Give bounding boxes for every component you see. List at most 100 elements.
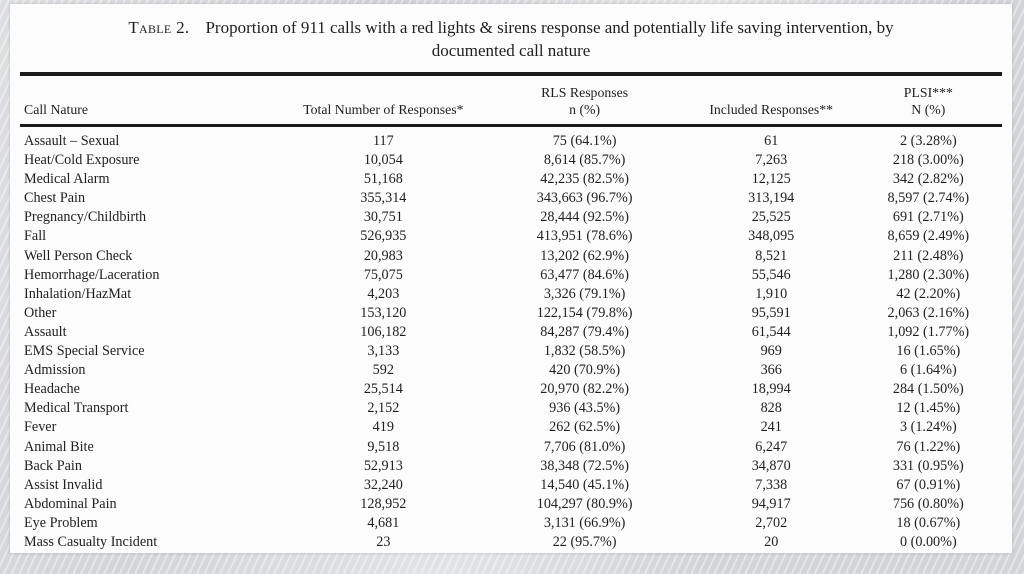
- cell-rls-responses: 63,477 (84.6%): [540, 266, 629, 283]
- cell-rls-responses: 3,131 (66.9%): [543, 514, 626, 531]
- cell-call-nature: Back Pain: [24, 457, 82, 474]
- cell-total-responses: 4,203: [367, 285, 400, 302]
- cell-call-nature: Admission: [24, 362, 86, 379]
- column-header-plsi: PLSI*** N (%): [854, 76, 1002, 127]
- cell-included-responses: 94,917: [751, 495, 791, 512]
- table-number-label: Table 2.: [128, 18, 190, 37]
- cell-rls-responses: 936 (43.5%): [549, 400, 621, 417]
- cell-call-nature: Headache: [24, 381, 80, 398]
- cell-rls-responses: 7,706 (81.0%): [543, 438, 626, 455]
- table-row: Inhalation/HazMat 4,203 3,326 (79.1%) 1,910…: [20, 285, 1002, 304]
- table-row: Fever 419 262 (62.5%) 241 3 (1.24%): [20, 418, 1002, 437]
- table-title-line2: documented call nature: [431, 41, 591, 60]
- cell-call-nature: Chest Pain: [24, 190, 86, 207]
- cell-total-responses: 32,240: [363, 476, 403, 493]
- cell-included-responses: 313,194: [748, 190, 795, 207]
- cell-rls-responses: 8,614 (85.7%): [543, 152, 626, 169]
- cell-plsi: 211 (2.48%): [893, 247, 964, 264]
- cell-call-nature: Medical Transport: [24, 400, 129, 417]
- cell-rls-responses: 343,663 (96.7%): [536, 190, 633, 207]
- cell-total-responses: 526,935: [360, 228, 407, 245]
- cell-rls-responses: 14,540 (45.1%): [540, 476, 629, 493]
- cell-rls-responses: 3,326 (79.1%): [543, 285, 626, 302]
- cell-plsi: 1,092 (1.77%): [887, 323, 970, 340]
- cell-call-nature: Well Person Check: [24, 247, 133, 264]
- table-row: Mass Casualty Incident 23 22 (95.7%) 20 0 (0…: [20, 533, 1002, 552]
- cell-included-responses: 95,591: [751, 304, 791, 321]
- cell-plsi: 756 (0.80%): [892, 495, 964, 512]
- cell-rls-responses: 22 (95.7%): [552, 533, 617, 550]
- table-row: Eye Problem 4,681 3,131 (66.9%) 2,702 18 (0.…: [20, 514, 1002, 533]
- column-header-included-responses: Included Responses**: [687, 76, 855, 127]
- cell-rls-responses: 420 (70.9%): [549, 362, 621, 379]
- cell-total-responses: 2,152: [367, 400, 400, 417]
- cell-total-responses: 355,314: [360, 190, 407, 207]
- cell-included-responses: 61,544: [751, 323, 791, 340]
- table-row: Assist Invalid 32,240 14,540 (45.1%) 7,338 6…: [20, 476, 1002, 495]
- table-row: Medical Transport 2,152 936 (43.5%) 828 12 (…: [20, 399, 1002, 418]
- table-title: Table 2. Proportion of 911 calls with a r…: [10, 16, 1012, 62]
- column-header-call-nature: Call Nature: [20, 76, 286, 127]
- column-header-total-responses: Total Number of Responses*: [285, 76, 482, 127]
- cell-included-responses: 241: [760, 419, 782, 436]
- table-row: Headache 25,514 20,970 (82.2%) 18,994 284 (1…: [20, 380, 1002, 399]
- table-row: Hemorrhage/Laceration 75,075 63,477 (84.6%…: [20, 266, 1002, 285]
- cell-call-nature: EMS Special Service: [24, 343, 145, 360]
- cell-call-nature: Medical Alarm: [24, 171, 110, 188]
- cell-included-responses: 55,546: [751, 266, 791, 283]
- cell-plsi: 0 (0.00%): [899, 533, 957, 550]
- table-row: Other 153,120 122,154 (79.8%) 95,591 2,063 (…: [20, 304, 1002, 323]
- column-header-rls-responses: RLS Responses n (%): [481, 76, 688, 127]
- cell-included-responses: 7,263: [755, 152, 788, 169]
- cell-plsi: 42 (2.20%): [896, 285, 961, 302]
- cell-total-responses: 52,913: [363, 457, 403, 474]
- cell-plsi: 67 (0.91%): [896, 476, 961, 493]
- table-panel: Table 2. Proportion of 911 calls with a r…: [10, 4, 1012, 553]
- cell-plsi: 218 (3.00%): [892, 152, 964, 169]
- cell-total-responses: 9,518: [367, 438, 400, 455]
- cell-included-responses: 20: [764, 533, 779, 550]
- cell-rls-responses: 13,202 (62.9%): [540, 247, 629, 264]
- cell-total-responses: 153,120: [360, 304, 407, 321]
- cell-included-responses: 348,095: [748, 228, 795, 245]
- cell-plsi: 331 (0.95%): [892, 457, 964, 474]
- cell-total-responses: 10,054: [363, 152, 403, 169]
- cell-call-nature: Pregnancy/Childbirth: [24, 209, 147, 226]
- cell-included-responses: 6,247: [755, 438, 788, 455]
- cell-plsi: 6 (1.64%): [899, 362, 957, 379]
- cell-included-responses: 1,910: [755, 285, 788, 302]
- table-row: Fall 526,935 413,951 (78.6%) 348,095 8,659 (…: [20, 227, 1002, 246]
- cell-total-responses: 30,751: [363, 209, 403, 226]
- cell-rls-responses: 42,235 (82.5%): [540, 171, 629, 188]
- cell-total-responses: 3,133: [367, 343, 400, 360]
- cell-rls-responses: 262 (62.5%): [549, 419, 621, 436]
- cell-included-responses: 34,870: [751, 457, 791, 474]
- cell-rls-responses: 28,444 (92.5%): [540, 209, 629, 226]
- cell-plsi: 691 (2.71%): [892, 209, 964, 226]
- table-row: Pregnancy/Childbirth 30,751 28,444 (92.5%)…: [20, 208, 1002, 227]
- cell-included-responses: 18,994: [751, 381, 791, 398]
- cell-plsi: 2,063 (2.16%): [887, 304, 970, 321]
- cell-total-responses: 20,983: [363, 247, 403, 264]
- cell-plsi: 3 (1.24%): [899, 419, 957, 436]
- cell-call-nature: Heat/Cold Exposure: [24, 152, 140, 169]
- table-title-line1: Table 2. Proportion of 911 calls with a r…: [10, 16, 1012, 39]
- cell-plsi: 284 (1.50%): [892, 381, 964, 398]
- cell-total-responses: 75,075: [363, 266, 403, 283]
- cell-total-responses: 25,514: [363, 381, 403, 398]
- cell-total-responses: 51,168: [363, 171, 403, 188]
- cell-call-nature: Assist Invalid: [24, 476, 103, 493]
- cell-plsi: 18 (0.67%): [896, 514, 961, 531]
- cell-call-nature: Assault – Sexual: [24, 133, 120, 149]
- cell-call-nature: Other: [24, 304, 57, 321]
- table-row: Well Person Check 20,983 13,202 (62.9%) 8,5…: [20, 247, 1002, 266]
- table-row: Assault – Sexual 117 75 (64.1%) 61 2 (3.28%): [20, 126, 1002, 152]
- cell-rls-responses: 84,287 (79.4%): [540, 323, 629, 340]
- cell-rls-responses: 75 (64.1%): [552, 133, 617, 149]
- cell-total-responses: 117: [372, 133, 394, 149]
- cell-rls-responses: 413,951 (78.6%): [536, 228, 633, 245]
- table-header: Call Nature Total Number of Responses* R…: [20, 76, 1002, 127]
- cell-call-nature: Mass Casualty Incident: [24, 533, 158, 550]
- table-row: Admission 592 420 (70.9%) 366 6 (1.64%): [20, 361, 1002, 380]
- cell-plsi: 8,597 (2.74%): [887, 190, 970, 207]
